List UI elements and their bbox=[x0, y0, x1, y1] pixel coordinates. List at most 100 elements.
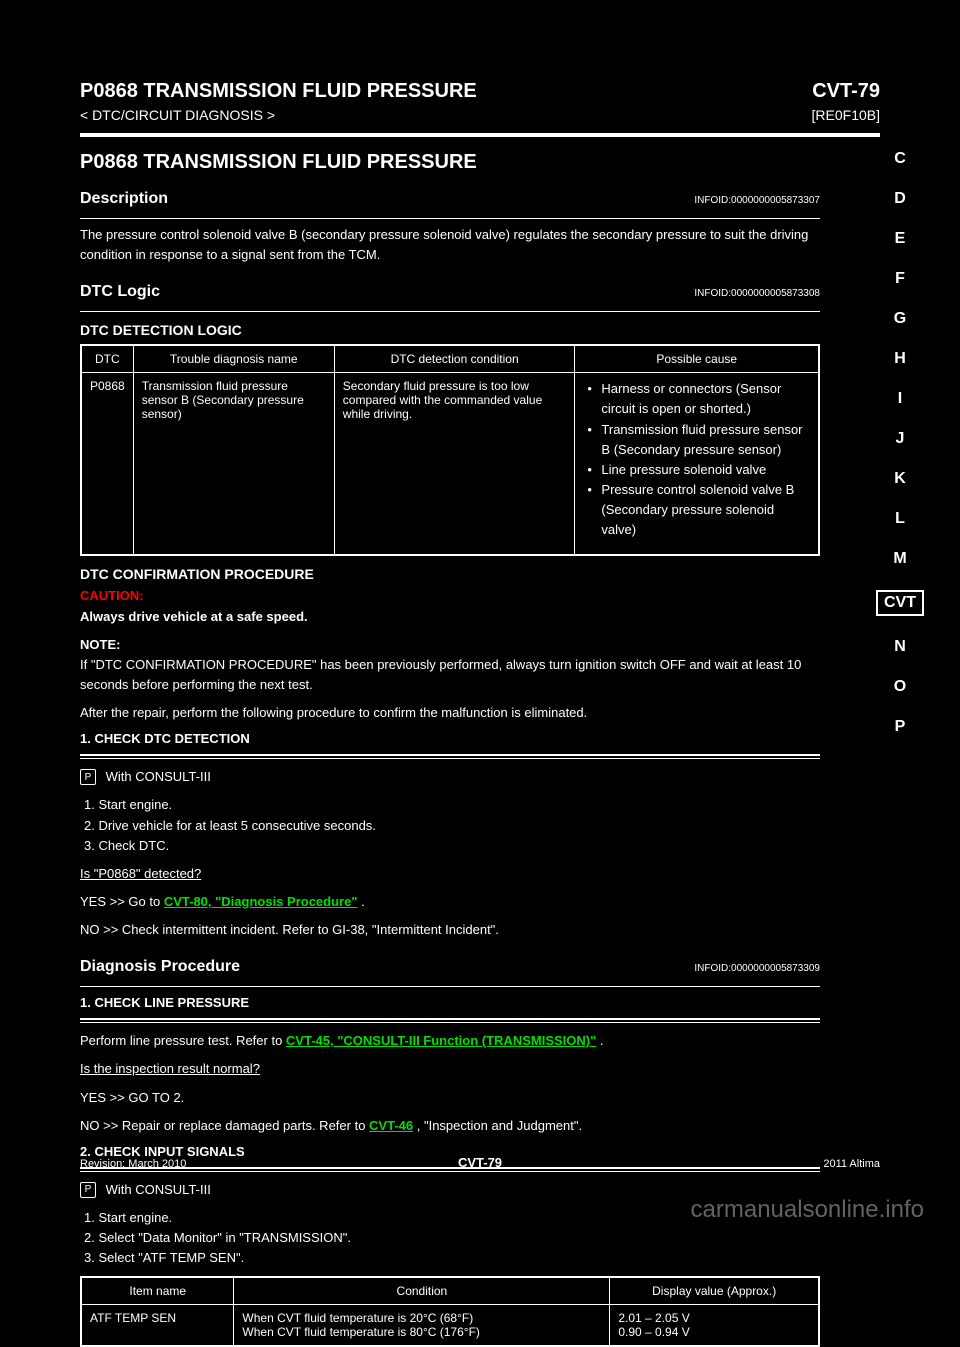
description-title: Description bbox=[80, 190, 168, 208]
diag-step1-label: CHECK LINE PRESSURE bbox=[94, 995, 249, 1010]
side-index-0[interactable]: C bbox=[876, 150, 924, 168]
dtc-table-h3: Possible cause bbox=[575, 345, 819, 373]
consult-icon: P bbox=[80, 769, 96, 785]
with-consult-label-2: With CONSULT-III bbox=[106, 1182, 211, 1197]
diag-step2-item-2: 3. Select "ATF TEMP SEN". bbox=[84, 1248, 820, 1268]
diag-yes1: YES >> GO TO 2. bbox=[80, 1088, 820, 1108]
dtc-table: DTC Trouble diagnosis name DTC detection… bbox=[80, 344, 820, 556]
logic-title-row: DTC Logic INFOID:0000000005873308 bbox=[80, 273, 820, 305]
cvt46-link[interactable]: CVT-46 bbox=[369, 1118, 413, 1133]
diag-step2-item-1: 2. Select "Data Monitor" in "TRANSMISSIO… bbox=[84, 1228, 820, 1248]
dtc-detect-title: DTC DETECTION LOGIC bbox=[80, 322, 820, 338]
header-code: P0868 TRANSMISSION FLUID PRESSURE bbox=[80, 80, 477, 103]
side-index-5[interactable]: H bbox=[876, 350, 924, 368]
consult-icon-2: P bbox=[80, 1182, 96, 1198]
diag-no1-b: , "Inspection and Judgment". bbox=[417, 1118, 582, 1133]
page-container: P0868 TRANSMISSION FLUID PRESSURE CVT-79… bbox=[0, 0, 960, 1347]
side-index-8[interactable]: K bbox=[876, 470, 924, 488]
cause-1: Transmission fluid pressure sensor B (Se… bbox=[601, 420, 810, 460]
caution-label: CAUTION: bbox=[80, 588, 144, 603]
side-index-4[interactable]: G bbox=[876, 310, 924, 328]
side-index-3[interactable]: F bbox=[876, 270, 924, 288]
side-index-1[interactable]: D bbox=[876, 190, 924, 208]
header-row: P0868 TRANSMISSION FLUID PRESSURE CVT-79 bbox=[80, 80, 880, 103]
dtc-cell-causes: •Harness or connectors (Sensor circuit i… bbox=[575, 373, 819, 556]
desc-divider bbox=[80, 218, 820, 219]
diag-step1-divider bbox=[80, 1018, 820, 1023]
note-block: NOTE: If "DTC CONFIRMATION PROCEDURE" ha… bbox=[80, 635, 820, 695]
confirm-step1-label: CHECK DTC DETECTION bbox=[94, 731, 249, 746]
side-index-12[interactable]: N bbox=[876, 638, 924, 656]
side-index-6[interactable]: I bbox=[876, 390, 924, 408]
diag-no1: NO >> Repair or replace damaged parts. R… bbox=[80, 1116, 820, 1136]
with-consult-label: With CONSULT-III bbox=[106, 769, 211, 784]
step1-divider bbox=[80, 754, 820, 759]
cause-0: Harness or connectors (Sensor circuit is… bbox=[601, 379, 810, 419]
side-index-2[interactable]: E bbox=[876, 230, 924, 248]
note-text: If "DTC CONFIRMATION PROCEDURE" has been… bbox=[80, 657, 801, 692]
confirm-yes: YES >> Go to CVT-80, "Diagnosis Procedur… bbox=[80, 892, 820, 912]
dtc-cell-cond: Secondary fluid pressure is too low comp… bbox=[334, 373, 575, 556]
confirm-no: NO >> Check intermittent incident. Refer… bbox=[80, 920, 820, 940]
header-sub-row: < DTC/CIRCUIT DIAGNOSIS > [RE0F10B] bbox=[80, 107, 880, 129]
temp-val: 2.01 – 2.05 V 0.90 – 0.94 V bbox=[610, 1305, 819, 1347]
confirm-question: Is "P0868" detected? bbox=[80, 864, 820, 884]
consult-function-link[interactable]: CVT-45, "CONSULT-III Function (TRANSMISS… bbox=[286, 1033, 596, 1048]
watermark: carmanualsonline.info bbox=[691, 1196, 924, 1224]
side-index-active[interactable]: CVT bbox=[876, 590, 924, 616]
diag-divider bbox=[80, 986, 820, 987]
temp-h2: Display value (Approx.) bbox=[610, 1277, 819, 1305]
dtc-table-h0: DTC bbox=[81, 345, 133, 373]
side-index-10[interactable]: M bbox=[876, 550, 924, 568]
diag-step1-prefix: 1. bbox=[80, 995, 91, 1010]
temp-h1: Condition bbox=[234, 1277, 610, 1305]
dtc-logic-id: INFOID:0000000005873308 bbox=[694, 288, 820, 299]
cause-3: Pressure control solenoid valve B (Secon… bbox=[601, 480, 810, 540]
footer-model: 2011 Altima bbox=[823, 1158, 880, 1170]
header-sub-left: < DTC/CIRCUIT DIAGNOSIS > bbox=[80, 107, 275, 123]
side-index-9[interactable]: L bbox=[876, 510, 924, 528]
diag-no1-a: NO >> Repair or replace damaged parts. R… bbox=[80, 1118, 369, 1133]
diag-id: INFOID:0000000005873309 bbox=[694, 963, 820, 974]
dtc-table-h2: DTC detection condition bbox=[334, 345, 575, 373]
diag-step1-text-a: Perform line pressure test. Refer to bbox=[80, 1033, 286, 1048]
confirm-yes-text: YES >> Go to bbox=[80, 894, 164, 909]
header-sub-right: [RE0F10B] bbox=[812, 107, 880, 123]
description-text: The pressure control solenoid valve B (s… bbox=[80, 225, 820, 265]
dtc-cell-dtc: P0868 bbox=[81, 373, 133, 556]
side-index-14[interactable]: P bbox=[876, 718, 924, 736]
dtc-section-title: P0868 TRANSMISSION FLUID PRESSURE bbox=[80, 151, 820, 174]
side-index: C D E F G H I J K L M CVT N O P bbox=[876, 150, 924, 736]
cause-2: Line pressure solenoid valve bbox=[601, 460, 766, 480]
confirm-step1-item-1: 2. Drive vehicle for at least 5 consecut… bbox=[84, 816, 820, 836]
note-label: NOTE: bbox=[80, 637, 120, 652]
confirm-yes-tail: . bbox=[361, 894, 365, 909]
diag-title-row: Diagnosis Procedure INFOID:0000000005873… bbox=[80, 948, 820, 980]
after-repair-text: After the repair, perform the following … bbox=[80, 703, 820, 723]
diag-q1: Is the inspection result normal? bbox=[80, 1059, 820, 1079]
side-index-13[interactable]: O bbox=[876, 678, 924, 696]
description-title-row: Description INFOID:0000000005873307 bbox=[80, 180, 820, 212]
temp-cond: When CVT fluid temperature is 20°C (68°F… bbox=[234, 1305, 610, 1347]
side-index-7[interactable]: J bbox=[876, 430, 924, 448]
header-divider bbox=[80, 133, 880, 137]
diag-procedure-link[interactable]: CVT-80, "Diagnosis Procedure" bbox=[164, 894, 358, 909]
confirm-step1-prefix: 1. bbox=[80, 731, 91, 746]
confirm-step1-item-2: 3. Check DTC. bbox=[84, 836, 820, 856]
dtc-cell-name: Transmission fluid pressure sensor B (Se… bbox=[133, 373, 334, 556]
temp-name: ATF TEMP SEN bbox=[81, 1305, 234, 1347]
confirm-step1-item-0: 1. Start engine. bbox=[84, 795, 820, 815]
with-consult-row: P With CONSULT-III bbox=[80, 767, 820, 787]
confirm-title: DTC CONFIRMATION PROCEDURE bbox=[80, 566, 820, 582]
description-id: INFOID:0000000005873307 bbox=[694, 195, 820, 206]
confirm-step1-list: 1. Start engine. 2. Drive vehicle for at… bbox=[80, 795, 820, 855]
temp-h0: Item name bbox=[81, 1277, 234, 1305]
dtc-logic-title: DTC Logic bbox=[80, 283, 160, 301]
caution-block: CAUTION: Always drive vehicle at a safe … bbox=[80, 586, 820, 626]
diag-step1-text: Perform line pressure test. Refer to CVT… bbox=[80, 1031, 820, 1051]
diag-title: Diagnosis Procedure bbox=[80, 958, 240, 976]
header-page-title: CVT-79 bbox=[812, 80, 880, 103]
footer-page: CVT-79 bbox=[0, 1155, 960, 1170]
caution-text: Always drive vehicle at a safe speed. bbox=[80, 609, 308, 624]
dtc-table-h1: Trouble diagnosis name bbox=[133, 345, 334, 373]
